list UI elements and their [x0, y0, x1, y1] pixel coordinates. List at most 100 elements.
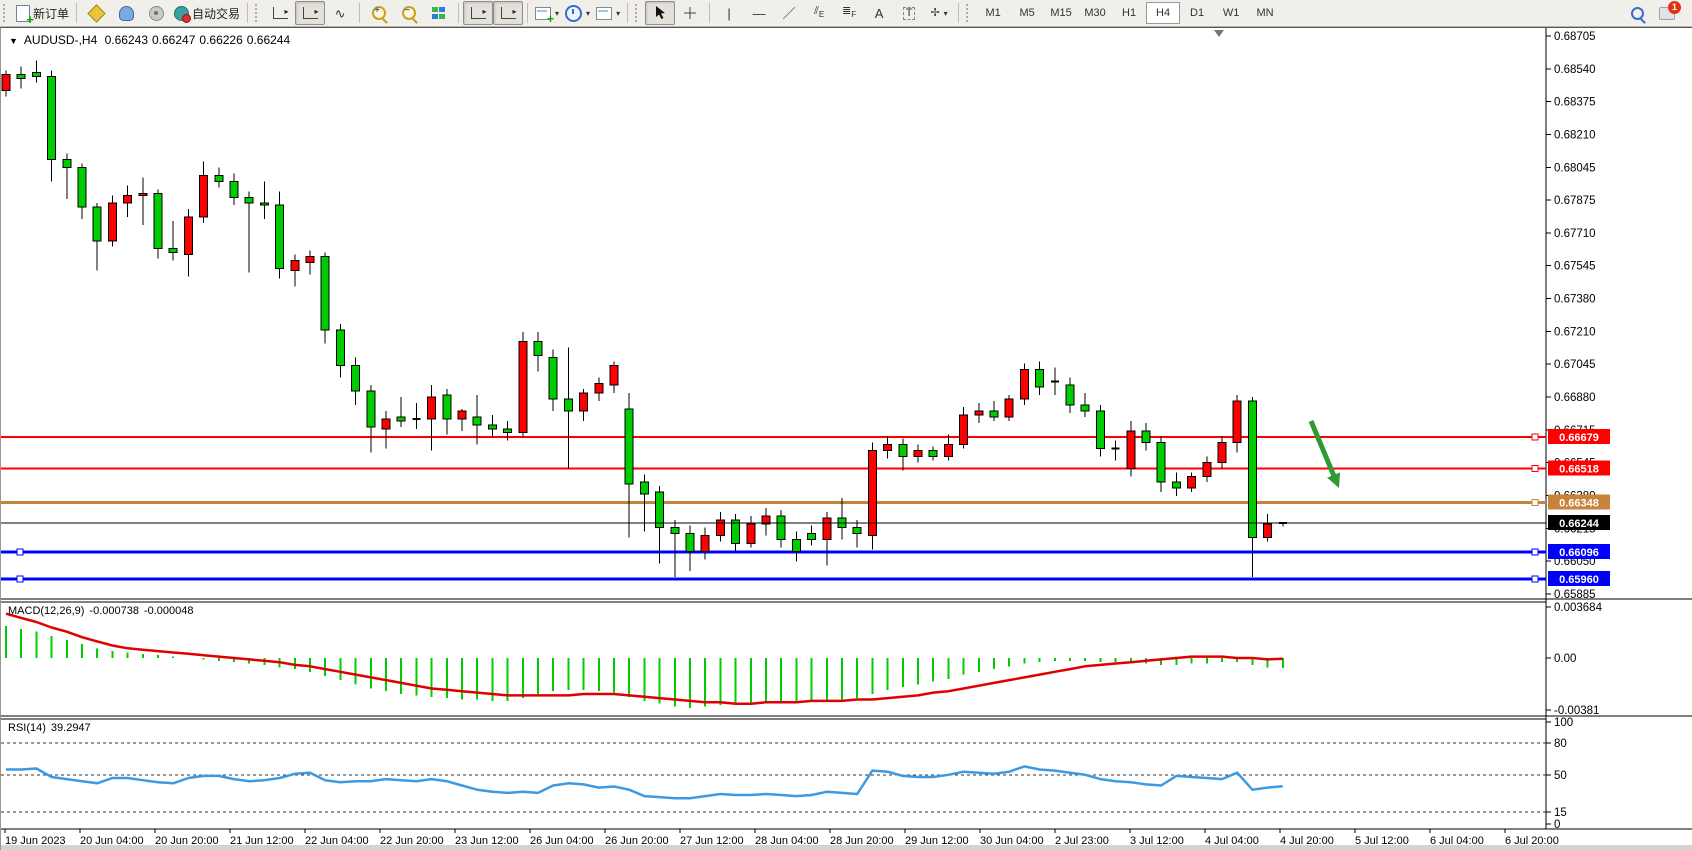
- chart-canvas[interactable]: 0.68705 0.68540 0.68375 0.68210 0.68045 0.678…: [1, 28, 1692, 850]
- bear-candle: [92, 206, 102, 242]
- notification-badge: 1: [1668, 0, 1681, 14]
- macd-axis-label: 0.003684: [1554, 602, 1603, 614]
- ohlc-high: 0.66247: [152, 33, 196, 47]
- bid-price-label: 0.66244: [1559, 518, 1600, 530]
- trendline-tool-button[interactable]: ／: [774, 1, 804, 25]
- price-tag: [1548, 460, 1610, 476]
- timeframe-h1-button[interactable]: H1: [1122, 7, 1137, 19]
- shapes-icon: ✢: [930, 6, 940, 19]
- bull-candle: [883, 444, 893, 452]
- line-handle[interactable]: [1531, 498, 1539, 506]
- zoom-in-button[interactable]: +: [364, 1, 394, 25]
- bear-candle: [229, 180, 239, 198]
- chart-shift-button[interactable]: [493, 1, 524, 25]
- price-tick-label: 0.67545: [1554, 261, 1596, 273]
- periods-button[interactable]: ▾: [562, 1, 593, 25]
- arrow-annotation[interactable]: [1308, 420, 1341, 488]
- time-tick-label: 6 Jul 04:00: [1430, 835, 1484, 847]
- candlestick-chart-icon: [302, 7, 319, 19]
- timeframe-m5-button[interactable]: M5: [1019, 7, 1035, 19]
- bull-candle: [1263, 523, 1273, 539]
- text-tool-button[interactable]: A: [864, 1, 894, 25]
- bull-candle: [959, 414, 969, 446]
- price-tick-label: 0.66880: [1554, 392, 1596, 404]
- cursor-button[interactable]: [645, 1, 676, 25]
- shift-marker-icon[interactable]: [1214, 30, 1224, 37]
- rsi-axis-label: 15: [1554, 807, 1567, 819]
- price-tag: [1548, 494, 1610, 510]
- line-chart-button[interactable]: ∿: [325, 1, 355, 25]
- macd-main-value: -0.000738: [89, 605, 139, 617]
- auto-scroll-button[interactable]: [463, 1, 494, 25]
- horizontal-line[interactable]: 0.66518: [1, 460, 1610, 476]
- chart-area[interactable]: 0.68705 0.68540 0.68375 0.68210 0.68045 0.678…: [0, 27, 1692, 850]
- rsi-axis-label: 0: [1554, 819, 1560, 831]
- collapse-icon[interactable]: ▼: [9, 36, 18, 46]
- rsi-panel: 100 80 50 150: [1, 717, 1573, 831]
- periods-clock-icon: [565, 4, 583, 22]
- arrow-head[interactable]: [1327, 472, 1341, 488]
- price-tick-label: 0.68705: [1554, 31, 1596, 43]
- line-handle[interactable]: [1531, 465, 1539, 473]
- line-handle[interactable]: [16, 548, 24, 556]
- line-handle[interactable]: [1531, 433, 1539, 441]
- bear-candle: [791, 539, 801, 552]
- navigator-button[interactable]: [111, 1, 141, 25]
- timeframe-m15-button[interactable]: M15: [1050, 7, 1072, 19]
- indicators-button[interactable]: ▾: [532, 1, 562, 26]
- candlestick-chart-button[interactable]: [295, 1, 326, 25]
- market-watch-button[interactable]: [81, 1, 111, 25]
- terminal-icon: [148, 5, 164, 21]
- vertical-line-tool-button[interactable]: |: [714, 1, 744, 25]
- horizontal-line[interactable]: 0.65960: [1, 571, 1610, 587]
- label-tool-button[interactable]: T: [894, 1, 924, 25]
- horizontal-line[interactable]: 0.66096: [1, 544, 1610, 560]
- toolbar-grip[interactable]: [3, 4, 10, 22]
- candlestick-series: [1, 60, 1287, 578]
- autotrading-button[interactable]: 自动交易: [171, 1, 243, 25]
- search-button[interactable]: [1622, 1, 1652, 25]
- price-tick-label: 0.68375: [1554, 97, 1596, 109]
- fibonacci-tool-button[interactable]: ≣F: [834, 1, 864, 25]
- line-handle[interactable]: [1531, 548, 1539, 556]
- periods-caret-icon: ▾: [586, 8, 591, 18]
- zoom-out-button[interactable]: −: [394, 1, 424, 25]
- time-tick-label: 22 Jun 20:00: [380, 835, 444, 847]
- notifications-button[interactable]: 1: [1652, 0, 1682, 25]
- bear-candle: [487, 424, 497, 430]
- chart-ohlc-line: ▼ AUDUSD-,H4 0.66243 0.66247 0.66226 0.66244: [9, 33, 294, 47]
- channel-tool-button[interactable]: ⫽E: [804, 1, 834, 25]
- bear-candle: [214, 175, 224, 182]
- price-tick-label: 0.68210: [1554, 129, 1596, 141]
- bull-candle: [183, 216, 193, 256]
- shapes-tool-button[interactable]: ✢ ▾: [924, 1, 954, 25]
- tile-windows-icon: [432, 7, 446, 19]
- horizontal-line[interactable]: 0.66679: [1, 428, 1610, 444]
- line-handle[interactable]: [1531, 575, 1539, 583]
- new-order-button[interactable]: 新订单: [13, 1, 72, 27]
- line-handle[interactable]: [16, 575, 24, 583]
- timeframe-mn-button[interactable]: MN: [1256, 7, 1274, 19]
- horizontal-line-tool-button[interactable]: —: [744, 1, 774, 25]
- timeframe-m1-button[interactable]: M1: [985, 7, 1001, 19]
- horizontal-line[interactable]: 0.66348: [1, 494, 1610, 510]
- bear-candle: [366, 390, 376, 428]
- templates-button[interactable]: ▾: [593, 1, 623, 25]
- terminal-button[interactable]: [141, 1, 171, 25]
- timeframe-d1-button[interactable]: D1: [1190, 7, 1205, 19]
- bid-price-tag: [1548, 514, 1610, 530]
- bull-candle: [822, 517, 832, 541]
- timeframe-h4-button[interactable]: H4: [1146, 2, 1181, 24]
- tile-windows-button[interactable]: [424, 1, 454, 25]
- ohlc-open: 0.66243: [104, 33, 148, 47]
- bar-chart-button[interactable]: [265, 1, 295, 25]
- bull-candle: [715, 519, 725, 537]
- price-tag: [1548, 544, 1610, 560]
- arrow-shaft[interactable]: [1308, 420, 1338, 481]
- macd-axis-label: 0.00: [1554, 653, 1576, 665]
- crosshair-button[interactable]: [675, 1, 705, 25]
- time-axis[interactable]: 19 Jun 2023 20 Jun 04:00 20 Jun 20:00 21 Ju…: [4, 829, 1559, 847]
- bear-candle: [259, 202, 269, 206]
- timeframe-w1-button[interactable]: W1: [1222, 7, 1240, 19]
- timeframe-m30-button[interactable]: M30: [1084, 7, 1106, 19]
